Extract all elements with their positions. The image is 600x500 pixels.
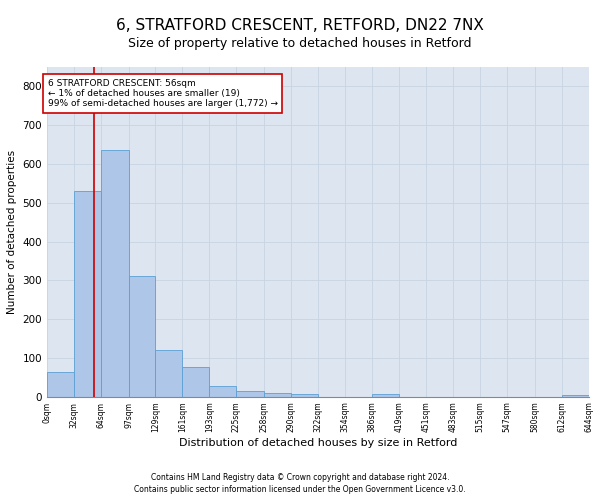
Bar [371, 394, 400, 397]
Bar [47, 372, 74, 397]
Text: 6 STRATFORD CRESCENT: 56sqm
← 1% of detached houses are smaller (19)
99% of semi: 6 STRATFORD CRESCENT: 56sqm ← 1% of deta… [48, 78, 278, 108]
Text: Contains HM Land Registry data © Crown copyright and database right 2024.: Contains HM Land Registry data © Crown c… [151, 472, 449, 482]
Bar [291, 394, 318, 397]
Bar [209, 386, 236, 397]
Bar [128, 276, 155, 397]
Bar [236, 392, 264, 397]
Bar [264, 393, 291, 397]
Text: Contains public sector information licensed under the Open Government Licence v3: Contains public sector information licen… [134, 485, 466, 494]
Bar [74, 191, 101, 397]
Text: 6, STRATFORD CRESCENT, RETFORD, DN22 7NX: 6, STRATFORD CRESCENT, RETFORD, DN22 7NX [116, 18, 484, 32]
Bar [562, 395, 589, 397]
X-axis label: Distribution of detached houses by size in Retford: Distribution of detached houses by size … [179, 438, 457, 448]
Text: Size of property relative to detached houses in Retford: Size of property relative to detached ho… [128, 38, 472, 51]
Y-axis label: Number of detached properties: Number of detached properties [7, 150, 17, 314]
Bar [101, 150, 128, 397]
Bar [155, 350, 182, 397]
Bar [182, 367, 209, 397]
